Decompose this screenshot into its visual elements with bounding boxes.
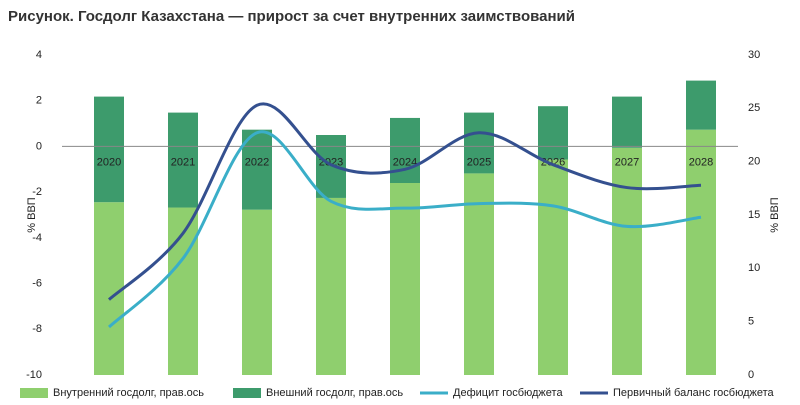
bar bbox=[242, 129, 272, 210]
y-tick-label: -4 bbox=[32, 232, 42, 244]
x-tick-label: 2021 bbox=[171, 156, 195, 168]
x-tick-label: 2027 bbox=[615, 156, 639, 168]
line bbox=[107, 130, 702, 329]
x-tick-label: 2028 bbox=[689, 156, 713, 168]
x-tick-label: 2025 bbox=[467, 156, 491, 168]
bar bbox=[242, 209, 272, 375]
line bbox=[107, 102, 702, 301]
chart-title: Рисунок. Госдолг Казахстана — прирост за… bbox=[8, 8, 575, 25]
y-tick-label: 2 bbox=[36, 95, 42, 107]
x-tick-label: 2026 bbox=[541, 156, 565, 168]
y-tick-label: -2 bbox=[32, 186, 42, 198]
x-tick-label: 2022 bbox=[245, 156, 269, 168]
legend-label: Внешний госдолг, прав.ось bbox=[266, 387, 403, 399]
y2-tick-label: 20 bbox=[748, 156, 760, 168]
bar bbox=[94, 96, 124, 203]
y2-tick-label: 15 bbox=[748, 209, 760, 221]
bar bbox=[686, 80, 716, 130]
bar bbox=[390, 117, 420, 183]
y-tick-label: -8 bbox=[32, 323, 42, 335]
bar bbox=[612, 96, 642, 148]
y-tick-label: 4 bbox=[36, 49, 42, 61]
legend-swatch bbox=[20, 388, 48, 398]
y2-tick-label: 10 bbox=[748, 262, 760, 274]
y2-tick-label: 30 bbox=[748, 49, 760, 61]
bar bbox=[390, 183, 420, 375]
bar bbox=[168, 112, 198, 208]
bar bbox=[538, 159, 568, 375]
y-tick-label: -10 bbox=[26, 369, 42, 381]
bar bbox=[464, 173, 494, 375]
bar bbox=[94, 202, 124, 375]
y2-tick-label: 25 bbox=[748, 102, 760, 114]
bar bbox=[538, 106, 568, 160]
bar bbox=[316, 197, 346, 375]
bar bbox=[686, 129, 716, 375]
legend-label: Первичный баланс госбюджета bbox=[613, 387, 775, 399]
x-tick-label: 2024 bbox=[393, 156, 417, 168]
legend-label: Дефицит госбюджета bbox=[453, 387, 563, 399]
y-tick-label: -6 bbox=[32, 277, 42, 289]
y2-tick-label: 5 bbox=[748, 316, 754, 328]
legend-swatch bbox=[233, 388, 261, 398]
legend-label: Внутренний госдолг, прав.ось bbox=[53, 387, 204, 399]
x-tick-label: 2020 bbox=[97, 156, 121, 168]
y-tick-label: 0 bbox=[36, 140, 42, 152]
y2-tick-label: 0 bbox=[748, 369, 754, 381]
bar bbox=[612, 147, 642, 375]
y2-axis-label: % ВВП bbox=[769, 197, 781, 233]
bar bbox=[316, 135, 346, 198]
y-axis-label: % ВВП bbox=[26, 197, 38, 233]
bar bbox=[464, 112, 494, 174]
